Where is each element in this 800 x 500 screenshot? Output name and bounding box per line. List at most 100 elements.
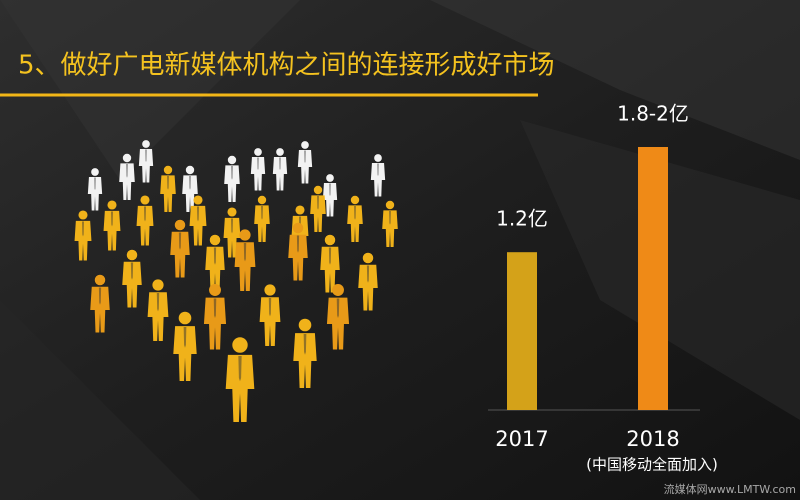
person-head	[324, 234, 336, 246]
person-tie	[126, 164, 128, 178]
person-body	[173, 326, 197, 381]
person-head	[326, 174, 334, 182]
person-tie	[328, 247, 332, 265]
person-icon	[173, 311, 197, 381]
chart-title: 5、做好广电新媒体机构之间的连接形成好市场	[18, 51, 555, 81]
person-icon	[382, 200, 398, 247]
person-tie	[243, 243, 247, 262]
person-icon	[234, 229, 256, 291]
person-tie	[178, 232, 182, 250]
person-body	[138, 148, 154, 183]
person-tie	[296, 235, 300, 253]
person-tie	[268, 298, 272, 317]
person-body	[370, 162, 386, 197]
person-icon	[205, 234, 225, 293]
person-tie	[354, 206, 356, 220]
person-head	[374, 154, 382, 162]
person-body	[347, 205, 363, 242]
person-icon	[320, 234, 340, 293]
person-body	[358, 264, 378, 311]
person-icon	[122, 249, 142, 308]
person-tie	[130, 262, 134, 280]
person-tie	[167, 176, 169, 190]
person-tie	[303, 334, 307, 355]
person-tie	[257, 157, 259, 171]
person-icon	[358, 252, 378, 311]
person-body	[288, 234, 308, 281]
person-body	[87, 176, 103, 211]
person-icon	[326, 284, 350, 350]
person-tie	[238, 356, 242, 382]
person-tie	[366, 265, 370, 283]
person-tie	[231, 166, 233, 180]
person-body	[90, 286, 110, 333]
person-head	[257, 195, 267, 205]
people-illustration	[74, 140, 398, 422]
person-head	[227, 155, 237, 165]
person-head	[163, 165, 173, 175]
person-icon	[254, 195, 270, 242]
person-body	[254, 205, 270, 242]
person-head	[178, 311, 192, 325]
person-body	[293, 333, 317, 388]
person-body	[205, 246, 225, 293]
person-icon	[138, 140, 154, 183]
person-body	[320, 246, 340, 293]
person-icon	[225, 337, 255, 422]
person-icon	[288, 222, 308, 281]
person-tie	[197, 206, 199, 222]
person-icon	[259, 284, 281, 346]
person-tie	[336, 298, 340, 319]
person-icon	[297, 141, 313, 184]
person-body	[170, 231, 190, 278]
person-tie	[145, 149, 147, 163]
person-icon	[147, 279, 169, 341]
person-tie	[189, 176, 191, 190]
person-head	[209, 284, 221, 296]
person-icon	[272, 148, 288, 191]
person-head	[227, 207, 237, 217]
person-icon	[103, 200, 121, 251]
person-head	[185, 165, 195, 175]
x-tick-label: 2017	[495, 427, 548, 451]
person-icon	[293, 318, 317, 388]
person-head	[91, 168, 99, 176]
person-body	[182, 175, 198, 212]
person-head	[107, 200, 117, 210]
person-tie	[111, 211, 113, 227]
x-tick-label: 2018	[626, 427, 679, 451]
person-body	[224, 165, 240, 202]
person-tie	[98, 287, 102, 305]
person-icon	[119, 153, 135, 200]
facet	[430, 0, 800, 160]
value-label: 1.2亿	[496, 207, 548, 231]
person-head	[313, 185, 323, 195]
person-body	[326, 297, 350, 350]
person-body	[136, 205, 154, 246]
watermark: 流媒体网www.LMTW.com	[664, 482, 796, 496]
person-head	[122, 153, 132, 163]
person-icon	[203, 284, 227, 350]
person-body	[119, 163, 135, 200]
facet	[0, 300, 200, 500]
person-tie	[144, 206, 146, 222]
value-label: 1.8-2亿	[617, 102, 689, 126]
person-tie	[231, 218, 233, 234]
bar	[638, 147, 668, 410]
person-icon	[87, 168, 103, 211]
person-head	[362, 252, 374, 264]
person-tie	[317, 196, 319, 210]
person-icon	[182, 165, 198, 212]
person-body	[310, 195, 326, 232]
person-tie	[94, 177, 96, 191]
person-icon	[250, 148, 266, 191]
person-head	[264, 284, 276, 296]
person-tie	[183, 327, 187, 348]
person-tie	[82, 221, 84, 237]
person-icon	[160, 165, 176, 212]
bar	[507, 252, 537, 410]
person-head	[298, 318, 312, 332]
person-body	[259, 297, 281, 346]
